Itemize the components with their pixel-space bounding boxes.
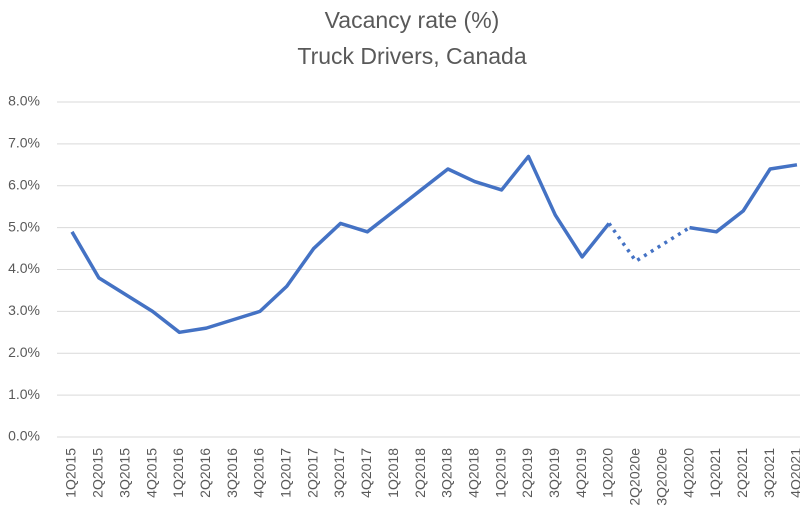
data-line	[689, 163, 798, 234]
x-tick-label: 4Q2019	[573, 448, 589, 498]
y-tick-label: 7.0%	[8, 135, 40, 151]
x-tick-label: 1Q2019	[492, 448, 508, 498]
x-tick-label: 1Q2020	[600, 448, 616, 498]
x-tick-label: 2Q2019	[519, 448, 535, 498]
y-tick-label: 5.0%	[8, 218, 40, 234]
chart-subtitle: Truck Drivers, Canada	[297, 43, 526, 69]
y-tick-label: 4.0%	[8, 260, 40, 276]
x-tick-label: 3Q2019	[546, 448, 562, 498]
x-tick-label: 4Q2021	[788, 448, 800, 498]
x-tick-label: 4Q2020	[680, 448, 696, 498]
y-tick-label: 1.0%	[8, 386, 40, 402]
x-tick-label: 4Q2017	[358, 448, 374, 498]
x-tick-label: 1Q2016	[170, 448, 186, 498]
x-tick-label: 1Q2017	[278, 448, 294, 498]
x-tick-label: 3Q2021	[761, 448, 777, 498]
x-tick-label: 2Q2016	[197, 448, 213, 498]
x-tick-label: 2Q2017	[304, 448, 320, 498]
y-tick-label: 3.0%	[8, 302, 40, 318]
x-tick-label: 2Q2018	[412, 448, 428, 498]
data-line	[70, 154, 611, 335]
x-tick-label: 2Q2020e	[627, 448, 643, 506]
x-tick-label: 2Q2021	[734, 448, 750, 498]
x-tick-label: 3Q2020e	[653, 448, 669, 506]
chart-title: Vacancy rate (%)	[325, 7, 500, 33]
x-tick-label: 1Q2021	[707, 448, 723, 498]
y-tick-label: 0.0%	[8, 428, 40, 444]
data-line	[607, 222, 691, 263]
x-tick-label: 3Q2017	[331, 448, 347, 498]
x-tick-label: 3Q2018	[439, 448, 455, 498]
x-tick-label: 1Q2018	[385, 448, 401, 498]
y-tick-label: 2.0%	[8, 344, 40, 360]
x-tick-label: 3Q2016	[224, 448, 240, 498]
y-tick-label: 8.0%	[8, 93, 40, 109]
y-tick-label: 6.0%	[8, 176, 40, 192]
x-tick-label: 4Q2016	[251, 448, 267, 498]
x-tick-label: 3Q2015	[116, 448, 132, 498]
x-tick-label: 1Q2015	[63, 448, 79, 498]
x-tick-label: 2Q2015	[90, 448, 106, 498]
x-tick-label: 4Q2018	[465, 448, 481, 498]
x-tick-label: 4Q2015	[143, 448, 159, 498]
